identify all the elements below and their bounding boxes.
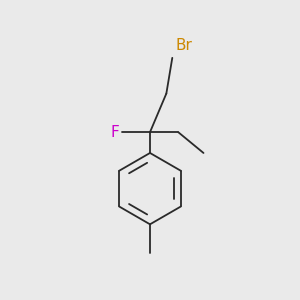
Text: Br: Br bbox=[175, 38, 192, 53]
Text: F: F bbox=[110, 125, 119, 140]
